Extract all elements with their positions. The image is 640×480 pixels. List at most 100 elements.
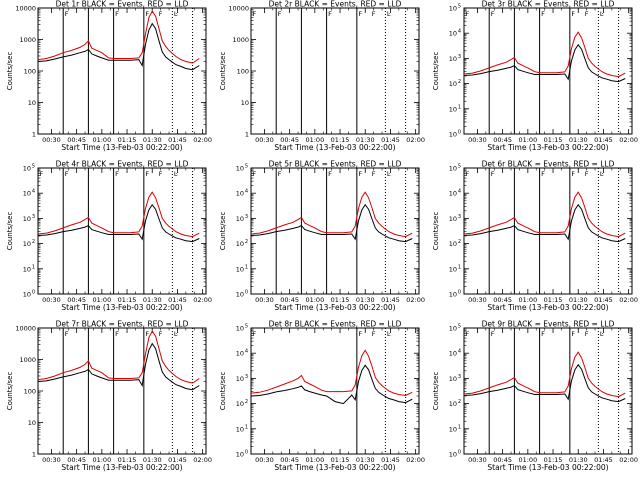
x-tick-label: 00:30 <box>42 296 61 304</box>
x-tick-label: 01:15 <box>331 456 350 464</box>
y-tick-exponent: 5 <box>245 164 248 170</box>
x-tick-label: 02:00 <box>619 296 638 304</box>
interval-marker: F <box>65 170 69 178</box>
x-tick-label: 01:45 <box>168 136 187 144</box>
panel-title: Det 7r BLACK = Events, RED = LLD <box>56 320 189 329</box>
y-tick-label: 10 <box>449 165 457 173</box>
y-tick-label: 10 <box>449 215 457 223</box>
y-axis-label: Counts/sec <box>219 372 227 411</box>
series-line-lld <box>38 330 200 384</box>
y-tick-label: 1000 <box>19 36 36 44</box>
y-tick-label: 10 <box>236 375 244 383</box>
x-tick-label: 01:30 <box>356 456 375 464</box>
interval-marker: F <box>571 330 575 338</box>
interval-marker: F <box>541 10 545 18</box>
panel-title: Det 1r BLACK = Events, RED = LLD <box>56 0 189 9</box>
y-tick-label: 10 <box>449 325 457 333</box>
panel-title: Det 5r BLACK = Events, RED = LLD <box>269 160 402 169</box>
y-tick-exponent: 3 <box>458 54 461 60</box>
x-axis-label: Start Time (13-Feb-03 00:22:00) <box>274 143 395 152</box>
y-tick-exponent: 4 <box>458 189 461 195</box>
y-tick-label: 10 <box>236 215 244 223</box>
series-line-events <box>38 22 200 71</box>
series-line-events <box>464 363 626 403</box>
y-tick-label: 10 <box>236 325 244 333</box>
interval-marker: F <box>541 330 545 338</box>
interval-marker: F <box>328 170 332 178</box>
y-tick-label: 10 <box>23 265 31 273</box>
x-tick-label: 00:30 <box>42 456 61 464</box>
x-tick-label: 00:30 <box>468 136 487 144</box>
panel-title: Det 4r BLACK = Events, RED = LLD <box>56 160 189 169</box>
interval-marker: F <box>358 170 362 178</box>
series-line-events <box>38 342 200 391</box>
panel-title: Det 6r BLACK = Events, RED = LLD <box>482 160 615 169</box>
series-line-lld <box>38 191 200 238</box>
y-tick-exponent: 1 <box>32 264 35 270</box>
x-tick-label: 00:45 <box>493 296 512 304</box>
x-axis-label: Start Time (13-Feb-03 00:22:00) <box>274 463 395 472</box>
y-tick-exponent: 0 <box>245 290 248 296</box>
y-tick-label: 10 <box>23 240 31 248</box>
y-tick-exponent: 0 <box>458 130 461 136</box>
interval-marker: F <box>328 10 332 18</box>
interval-marker: F <box>159 170 163 178</box>
y-tick-label: 10 <box>23 291 31 299</box>
y-tick-label: 10 <box>23 190 31 198</box>
series-line-lld <box>464 191 626 238</box>
y-tick-exponent: 3 <box>32 214 35 220</box>
interval-marker: F <box>115 330 119 338</box>
interval-marker: F <box>358 10 362 18</box>
interval-marker: F <box>278 10 282 18</box>
y-tick-exponent: 0 <box>458 450 461 456</box>
y-tick-exponent: 2 <box>32 239 35 245</box>
y-tick-label: 10 <box>449 190 457 198</box>
y-tick-exponent: 2 <box>245 399 248 405</box>
y-tick-exponent: 0 <box>458 290 461 296</box>
x-tick-label: 00:30 <box>42 136 61 144</box>
y-tick-label: 10000 <box>228 5 249 13</box>
y-tick-exponent: 5 <box>32 164 35 170</box>
interval-marker: F <box>358 330 362 338</box>
y-tick-label: 10000 <box>15 5 36 13</box>
y-tick-label: 1 <box>245 131 249 139</box>
plot-frame <box>463 7 633 135</box>
interval-marker: F <box>491 10 495 18</box>
y-tick-label: 10 <box>449 291 457 299</box>
y-tick-exponent: 3 <box>245 374 248 380</box>
x-tick-label: 00:30 <box>255 456 274 464</box>
x-axis-label: Start Time (13-Feb-03 00:22:00) <box>487 463 608 472</box>
y-tick-label: 10 <box>449 5 457 13</box>
y-tick-label: 10 <box>449 265 457 273</box>
x-tick-label: 01:15 <box>544 456 563 464</box>
series-line-events <box>464 43 626 83</box>
x-tick-label: 01:00 <box>305 296 324 304</box>
y-tick-exponent: 5 <box>458 324 461 330</box>
y-tick-exponent: 0 <box>32 290 35 296</box>
x-axis-label: Start Time (13-Feb-03 00:22:00) <box>61 303 182 312</box>
y-tick-label: 10 <box>28 99 36 107</box>
x-tick-label: 01:45 <box>594 296 613 304</box>
x-tick-label: 02:00 <box>193 296 212 304</box>
x-tick-label: 01:00 <box>518 136 537 144</box>
x-tick-label: 02:00 <box>406 136 425 144</box>
x-tick-label: 00:45 <box>67 456 86 464</box>
interval-marker: F <box>466 10 470 18</box>
x-axis-label: Start Time (13-Feb-03 00:22:00) <box>61 143 182 152</box>
plot-frame <box>250 327 420 455</box>
panel-title: Det 2r BLACK = Events, RED = LLD <box>269 0 402 9</box>
y-tick-exponent: 2 <box>458 399 461 405</box>
interval-marker: F <box>253 10 257 18</box>
interval-marker: F <box>65 10 69 18</box>
y-tick-exponent: 4 <box>458 29 461 35</box>
x-tick-label: 01:15 <box>331 136 350 144</box>
interval-marker: F <box>372 10 376 18</box>
y-tick-exponent: 5 <box>245 324 248 330</box>
series-line-lld <box>464 31 626 78</box>
x-tick-label: 01:30 <box>356 296 375 304</box>
interval-marker: F <box>115 170 119 178</box>
y-axis-label: Counts/sec <box>432 372 440 411</box>
y-tick-exponent: 5 <box>458 164 461 170</box>
y-tick-label: 10 <box>23 165 31 173</box>
